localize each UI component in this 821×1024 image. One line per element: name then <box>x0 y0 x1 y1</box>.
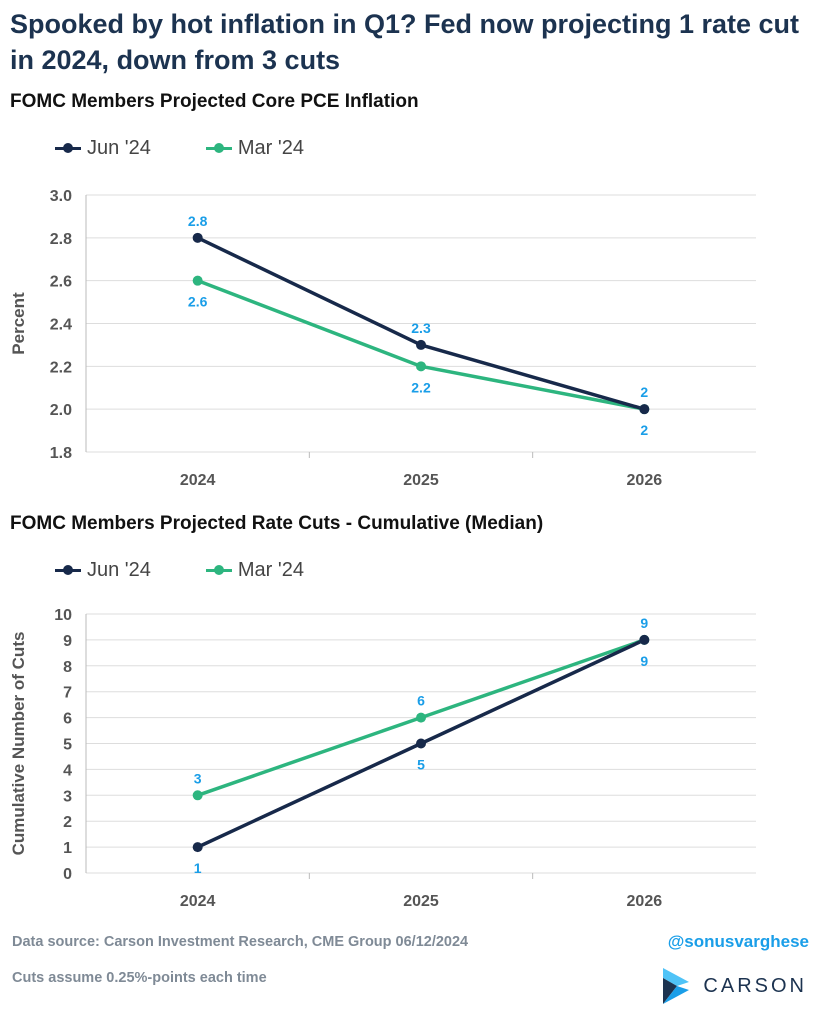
chart1-data-label: 2.3 <box>411 320 431 336</box>
chart1-point-jun <box>192 232 203 243</box>
carson-logo-icon <box>663 968 690 1004</box>
chart1-point-mar <box>192 275 203 286</box>
chart1-plot: 1.8 2.0 2.2 2.4 2.6 2.8 3.0 2024 2025 2026 Percent… <box>9 188 756 489</box>
chart1-data-label: 2 <box>640 422 648 438</box>
chart2-data-label: 3 <box>194 770 202 786</box>
twitter-handle-link[interactable]: @sonusvarghese <box>667 932 809 951</box>
chart2-title: FOMC Members Projected Rate Cuts - Cumul… <box>10 513 544 534</box>
chart1-x-tick-label: 2024 <box>180 472 216 489</box>
headline: Spooked by hot inflation in Q1? Fed now … <box>10 9 800 75</box>
chart2-y-tick-label: 2 <box>63 814 72 831</box>
chart2-legend-mar-label: Mar '24 <box>237 558 304 581</box>
chart2-legend-jun: Jun '24 <box>55 559 151 582</box>
chart1-point-mar <box>416 361 426 372</box>
chart2-y-axis-label: Cumulative Number of Cuts <box>9 632 28 856</box>
chart2-point-jun <box>416 738 426 749</box>
chart2-legend: Jun '24 Mar '24 <box>55 558 304 582</box>
chart1-legend-jun-label: Jun '24 <box>87 136 151 159</box>
chart1-data-label: 2.2 <box>411 379 431 395</box>
chart2-point-mar <box>192 790 203 801</box>
chart1-data-label: 2.6 <box>188 294 208 310</box>
chart2-data-label: 5 <box>417 757 425 773</box>
chart1-legend-mar-label: Mar '24 <box>237 136 304 159</box>
legend-jun-swatch <box>55 142 81 153</box>
chart2-y-tick-label: 4 <box>63 762 72 779</box>
chart2-point-jun <box>639 634 650 645</box>
chart1-legend-jun: Jun '24 <box>55 137 151 160</box>
chart1-y-tick-label: 3.0 <box>50 188 72 205</box>
chart1-y-axis-label: Percent <box>9 292 28 355</box>
chart1-y-tick-label: 2.8 <box>50 231 72 248</box>
chart2-point-mar <box>416 712 426 723</box>
chart1-y-tick-label: 1.8 <box>50 445 72 462</box>
chart1-point-jun <box>639 404 650 415</box>
chart2-y-tick-label: 5 <box>63 737 72 754</box>
chart2-plot: 0 1 2 3 4 5 6 7 8 9 10 2024 2025 2026 Cumulative Numbe… <box>9 607 756 910</box>
chart2-x-tick-label: 2024 <box>180 893 216 910</box>
carson-logo: CARSON <box>663 968 807 1004</box>
chart2-y-tick-label: 6 <box>63 711 72 728</box>
chart1-x-tick-label: 2026 <box>627 472 663 489</box>
chart2-data-label: 9 <box>640 615 648 631</box>
legend-mar-swatch <box>205 564 232 575</box>
data-source: Data source: Carson Investment Research,… <box>12 934 469 950</box>
chart1-x-tick-label: 2025 <box>403 472 439 489</box>
chart1-data-label: 2 <box>640 384 648 400</box>
legend-jun-swatch <box>55 564 81 575</box>
chart2-y-tick-label: 3 <box>63 788 72 805</box>
chart1-point-jun <box>416 339 426 350</box>
chart2-legend-mar: Mar '24 <box>205 558 304 582</box>
chart2-legend-jun-label: Jun '24 <box>87 558 151 581</box>
footnote: Cuts assume 0.25%-points each time <box>12 970 267 986</box>
chart2-x-tick-label: 2025 <box>403 893 439 910</box>
chart1-legend-mar: Mar '24 <box>205 136 304 160</box>
chart1-y-tick-label: 2.0 <box>50 402 72 419</box>
chart2-x-tick-label: 2026 <box>627 893 663 910</box>
chart2-y-tick-label: 0 <box>63 866 72 883</box>
chart2-point-jun <box>192 842 203 853</box>
chart1-title: FOMC Members Projected Core PCE Inflatio… <box>10 91 419 112</box>
brand-name: CARSON <box>703 974 807 997</box>
chart2-y-tick-label: 9 <box>63 633 72 650</box>
chart2-y-tick-label: 7 <box>63 685 72 702</box>
chart2-y-tick-label: 1 <box>63 840 72 857</box>
chart2-y-tick-label: 8 <box>63 659 72 676</box>
chart1-legend: Jun '24 Mar '24 <box>55 136 304 160</box>
chart2-data-label: 1 <box>194 860 202 876</box>
legend-mar-swatch <box>205 142 232 153</box>
chart2-data-label: 9 <box>640 653 648 669</box>
chart2-data-label: 6 <box>417 693 425 709</box>
chart1-y-tick-label: 2.4 <box>50 317 72 334</box>
chart1-y-tick-label: 2.6 <box>50 274 72 291</box>
chart2-y-tick-label: 10 <box>54 607 72 624</box>
chart1-y-tick-label: 2.2 <box>50 359 72 376</box>
chart1-data-label: 2.8 <box>188 213 208 229</box>
